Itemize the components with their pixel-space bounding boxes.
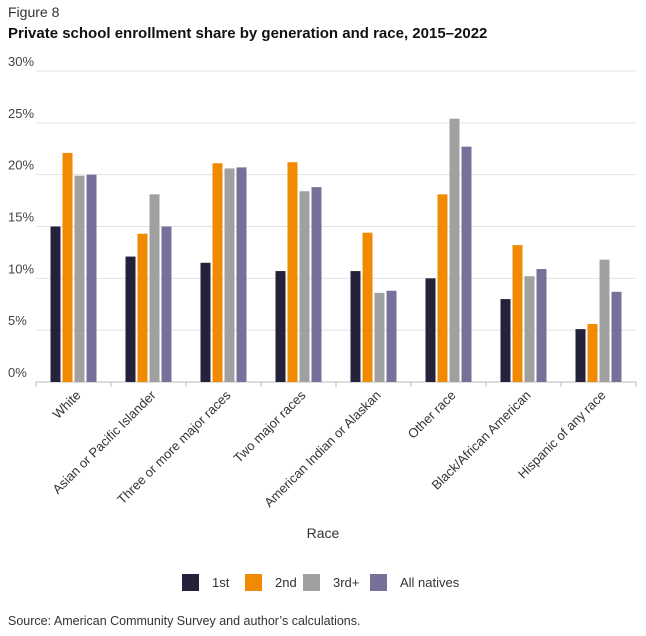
y-tick-label: 0% (8, 365, 27, 380)
legend-swatch (370, 574, 387, 591)
bar (50, 226, 61, 382)
bar (374, 292, 385, 382)
bar (299, 191, 310, 382)
bar (161, 226, 172, 382)
bar (137, 233, 148, 382)
bar (287, 162, 298, 382)
y-tick-label: 15% (8, 210, 34, 225)
y-tick-label: 10% (8, 261, 34, 276)
bar (437, 194, 448, 382)
bar (74, 175, 85, 382)
legend-swatch (245, 574, 262, 591)
bar (386, 290, 397, 382)
bar (62, 152, 73, 382)
bar (362, 232, 373, 382)
legend-label: 1st (212, 575, 230, 590)
x-tick-label: White (50, 388, 84, 422)
bar (86, 174, 97, 382)
y-tick-label: 20% (8, 158, 34, 173)
y-tick-label: 25% (8, 106, 34, 121)
bar (149, 194, 160, 382)
bar (275, 271, 286, 382)
bar (512, 245, 523, 382)
legend-swatch (303, 574, 320, 591)
x-tick-label: Other race (405, 388, 459, 442)
bar (524, 276, 535, 382)
bar (125, 256, 136, 382)
legend-label: All natives (400, 575, 460, 590)
bar (236, 167, 247, 382)
legend-label: 2nd (275, 575, 297, 590)
legend-swatch (182, 574, 199, 591)
bar (611, 291, 622, 382)
x-axis-title: Race (307, 525, 340, 541)
bar (599, 259, 610, 382)
bar (350, 271, 361, 382)
bar (449, 118, 460, 382)
bar (575, 329, 586, 382)
y-tick-label: 5% (8, 313, 27, 328)
bar (212, 163, 223, 382)
figure-label: Figure 8 (8, 4, 60, 20)
x-tick-label: Two major races (231, 387, 309, 465)
bar (500, 299, 511, 382)
bar (425, 278, 436, 382)
bar (587, 323, 598, 382)
legend-label: 3rd+ (333, 575, 359, 590)
bar (224, 168, 235, 382)
chart-title: Private school enrollment share by gener… (8, 25, 488, 42)
y-tick-label: 30% (8, 54, 34, 69)
bar (536, 269, 547, 382)
bar (461, 146, 472, 382)
source-note: Source: American Community Survey and au… (8, 614, 361, 628)
bar (200, 262, 211, 382)
bar (311, 187, 322, 382)
